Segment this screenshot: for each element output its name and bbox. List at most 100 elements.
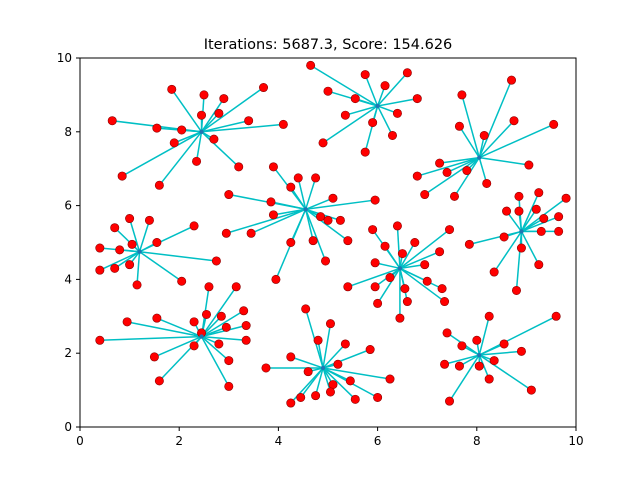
data-point	[325, 319, 335, 329]
edge-line	[322, 367, 356, 400]
edge-line	[201, 336, 230, 362]
data-point	[370, 258, 380, 268]
data-point	[343, 282, 353, 292]
data-point	[323, 86, 333, 96]
edge-line	[520, 192, 540, 232]
edge-line	[201, 119, 249, 133]
edge-line	[399, 228, 450, 269]
data-point	[561, 193, 571, 203]
data-point	[489, 356, 499, 366]
data-point	[125, 214, 135, 224]
data-point	[154, 376, 164, 386]
data-point	[385, 273, 395, 283]
data-point	[360, 147, 370, 157]
edge-line	[364, 105, 379, 153]
edge-line	[345, 105, 378, 116]
data-point	[462, 166, 472, 176]
centers-layer	[137, 103, 524, 371]
data-point	[454, 361, 464, 371]
data-point	[95, 243, 105, 253]
cluster-center	[519, 229, 524, 234]
data-point	[442, 167, 452, 177]
data-point	[489, 267, 499, 277]
data-point	[268, 210, 278, 220]
data-point	[286, 182, 296, 192]
edge-line	[458, 125, 480, 159]
edge-line	[469, 230, 522, 246]
edge-line	[399, 251, 440, 270]
data-point	[524, 160, 534, 170]
data-point	[392, 221, 402, 231]
edge-line	[417, 156, 480, 177]
data-point	[224, 356, 234, 366]
data-point	[340, 110, 350, 120]
edge-line	[200, 286, 237, 338]
edge-line	[399, 242, 416, 269]
edge-line	[478, 123, 554, 159]
data-point	[268, 162, 278, 172]
data-point	[197, 110, 207, 120]
edge-line	[439, 156, 480, 164]
edge-line	[297, 177, 307, 210]
data-point	[549, 119, 559, 129]
data-point	[144, 215, 154, 225]
data-point	[189, 317, 199, 327]
data-point	[221, 228, 231, 238]
data-point	[551, 311, 561, 321]
data-point	[373, 298, 383, 308]
edge-line	[444, 354, 480, 365]
data-point	[514, 191, 524, 201]
data-point	[536, 226, 546, 236]
x-tick-label: 6	[374, 434, 382, 448]
edge-line	[195, 131, 203, 162]
data-point	[201, 309, 211, 319]
data-point	[435, 158, 445, 168]
data-point	[271, 274, 281, 284]
data-point	[221, 322, 231, 332]
edge-line	[171, 88, 203, 133]
data-point	[293, 173, 303, 183]
data-point	[189, 341, 199, 351]
axes-layer: 0 2 4 6 8 10 0 2 4 6 8 10	[57, 51, 584, 448]
edge-line	[377, 72, 408, 107]
edge-line	[128, 218, 141, 252]
edge-line	[479, 156, 529, 166]
data-point	[117, 171, 127, 181]
edge-line	[478, 316, 490, 356]
data-point	[516, 346, 526, 356]
edge-line	[158, 131, 203, 186]
data-point	[360, 70, 370, 80]
data-point	[177, 276, 187, 286]
data-point	[204, 282, 214, 292]
data-point	[303, 367, 313, 377]
data-point	[440, 359, 450, 369]
edge-line	[446, 156, 480, 174]
edge-line	[322, 323, 332, 369]
data-point	[224, 381, 234, 391]
edge-line	[304, 209, 327, 262]
data-point	[169, 138, 179, 148]
edge-line	[478, 120, 515, 159]
data-point	[286, 352, 296, 362]
data-point	[509, 116, 519, 126]
edge-line	[201, 131, 240, 168]
data-point	[335, 215, 345, 225]
data-point	[311, 391, 321, 401]
data-point	[259, 83, 269, 93]
data-point	[365, 345, 375, 355]
data-point	[177, 125, 187, 135]
data-point	[499, 339, 509, 349]
data-point	[234, 162, 244, 172]
edge-line	[461, 94, 481, 158]
data-point	[412, 171, 422, 181]
edge-line	[376, 267, 401, 304]
edge-line	[200, 98, 225, 133]
edge-line	[364, 74, 379, 107]
data-point	[189, 221, 199, 231]
edge-line	[226, 208, 306, 234]
data-point	[402, 297, 412, 307]
edge-line	[201, 335, 247, 342]
data-point	[420, 260, 430, 270]
data-point	[482, 178, 492, 188]
data-point	[239, 306, 249, 316]
